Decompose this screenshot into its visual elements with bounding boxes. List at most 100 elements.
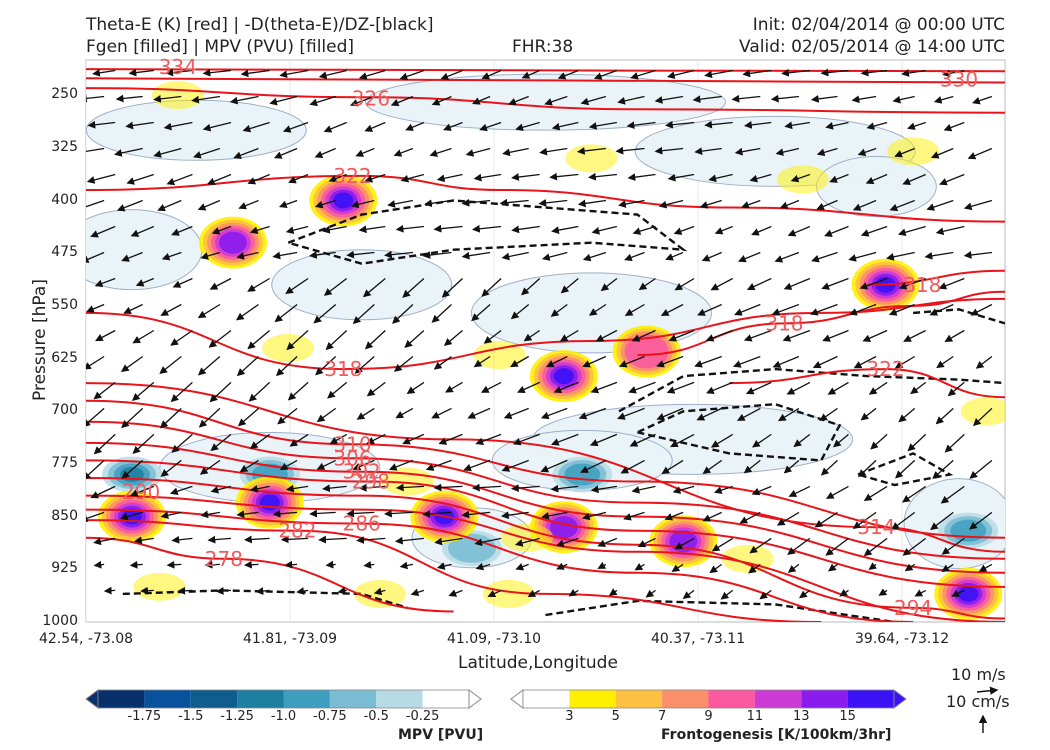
wind-vector bbox=[631, 485, 656, 494]
wind-vector bbox=[197, 199, 221, 211]
wind-vector bbox=[510, 484, 540, 492]
wind-vector bbox=[94, 277, 116, 288]
wind-vector bbox=[902, 537, 927, 556]
theta-e-contour-label: 298 bbox=[352, 470, 390, 494]
wind-vector bbox=[373, 587, 386, 596]
wind-vector bbox=[132, 329, 155, 344]
wind-vector bbox=[236, 251, 259, 260]
wind-vector bbox=[405, 121, 425, 131]
wind-vector bbox=[878, 588, 888, 596]
colorbar-tick-label: 3 bbox=[565, 709, 574, 724]
wind-vector bbox=[247, 277, 270, 292]
wind-vector bbox=[392, 304, 414, 324]
wind-vector bbox=[970, 303, 993, 316]
wind-vector bbox=[709, 563, 723, 574]
wind-vector bbox=[779, 199, 800, 209]
wind-vector bbox=[95, 329, 116, 342]
wind-vector bbox=[166, 173, 193, 186]
wind-vector bbox=[130, 225, 155, 237]
wind-vector bbox=[550, 484, 579, 493]
wind-vector bbox=[440, 69, 463, 81]
wind-vector bbox=[171, 225, 193, 236]
wind-vector bbox=[664, 511, 684, 521]
wind-ref-vertical-label: 10 cm/s bbox=[946, 692, 1010, 711]
wind-vector bbox=[501, 459, 529, 472]
wind-vector bbox=[86, 94, 105, 103]
wind-vector bbox=[86, 199, 105, 208]
wind-vector bbox=[711, 537, 734, 552]
wind-vector bbox=[296, 587, 309, 595]
wind-vector bbox=[285, 484, 309, 493]
wind-vector bbox=[393, 355, 414, 372]
wind-vector bbox=[810, 95, 838, 103]
wind-vector bbox=[346, 509, 375, 518]
wind-vector bbox=[86, 407, 105, 428]
wind-vector bbox=[502, 147, 529, 157]
wind-vector bbox=[741, 199, 761, 209]
x-axis-label: Latitude,Longitude bbox=[458, 653, 618, 673]
wind-vector bbox=[329, 433, 348, 445]
y-tick-label: 400 bbox=[51, 191, 78, 208]
wind-vector bbox=[891, 511, 916, 530]
wind-vector bbox=[972, 407, 993, 427]
wind-vector bbox=[438, 433, 463, 445]
wind-vector bbox=[515, 121, 540, 132]
y-tick-label: 475 bbox=[51, 244, 78, 261]
wind-vector bbox=[364, 121, 386, 132]
wind-vector bbox=[279, 69, 309, 79]
wind-vector bbox=[275, 356, 298, 377]
wind-vector bbox=[618, 355, 645, 368]
wind-vector bbox=[474, 537, 502, 547]
wind-vector bbox=[103, 586, 116, 595]
theta-e-contour-290 bbox=[86, 494, 1005, 622]
wind-vector bbox=[282, 121, 309, 133]
wind-vector bbox=[461, 251, 491, 260]
wind-vector bbox=[825, 537, 849, 556]
wind-vector bbox=[393, 147, 414, 157]
wind-vector bbox=[511, 173, 540, 181]
wind-vector bbox=[288, 173, 309, 184]
theta-e-contour-label: 294 bbox=[894, 596, 932, 620]
wind-vector bbox=[86, 147, 105, 153]
wind-vector bbox=[309, 95, 336, 107]
wind-vector bbox=[352, 304, 375, 325]
wind-vector bbox=[511, 225, 540, 234]
wind-vector bbox=[666, 381, 695, 394]
wind-vector bbox=[820, 68, 849, 77]
wind-vector bbox=[352, 459, 375, 471]
wind-vector bbox=[229, 95, 259, 105]
wind-vector bbox=[503, 407, 529, 419]
wind-vector bbox=[211, 225, 232, 235]
theta-e-contour-318 bbox=[867, 269, 1005, 286]
mpv-region bbox=[86, 209, 203, 291]
theta-e-contour-318 bbox=[637, 290, 1005, 357]
wind-vector bbox=[788, 485, 811, 497]
wind-vector bbox=[943, 121, 965, 132]
wind-vector bbox=[697, 303, 722, 316]
wind-vector bbox=[777, 407, 800, 422]
wind-vector bbox=[86, 459, 105, 480]
wind-vector bbox=[637, 537, 656, 548]
theta-e-contour-label: 302 bbox=[343, 460, 381, 484]
colorbar-tick-label: -1.75 bbox=[127, 709, 162, 724]
wind-vector bbox=[233, 147, 259, 159]
fgen-contour bbox=[133, 572, 186, 601]
wind-vector bbox=[588, 172, 617, 181]
colorbar-tick-label: 7 bbox=[657, 709, 667, 724]
wind-vector bbox=[694, 147, 722, 156]
theta-e-contour-label: 322 bbox=[333, 164, 371, 188]
wind-vector bbox=[786, 381, 811, 395]
wind-vector bbox=[889, 199, 915, 212]
wind-vector bbox=[289, 433, 309, 447]
wind-vector bbox=[752, 433, 772, 448]
wind-vector bbox=[163, 121, 193, 131]
wind-vector bbox=[814, 511, 838, 528]
wind-vector bbox=[544, 95, 568, 106]
theta-e-contour-322 bbox=[729, 368, 1005, 399]
wind-vector bbox=[944, 433, 965, 453]
wind-vector bbox=[159, 407, 182, 429]
wind-vector bbox=[388, 459, 414, 471]
wind-vector bbox=[200, 251, 221, 260]
wind-vector bbox=[772, 355, 800, 368]
mpv-region bbox=[365, 73, 726, 131]
